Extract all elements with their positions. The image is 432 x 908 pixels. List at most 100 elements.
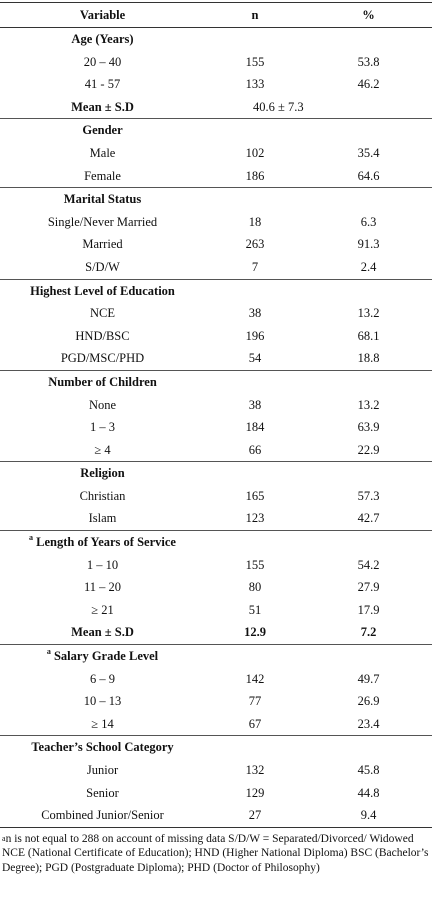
row-n: 142 <box>245 671 265 686</box>
section-title-text: Salary Grade Level <box>53 649 159 664</box>
row-label: 20 – 40 <box>83 54 122 69</box>
row-label: Married <box>82 237 123 252</box>
row-label: Single/Never Married <box>47 214 158 229</box>
section-gender-header: Gender <box>0 118 432 142</box>
table-row: 1 – 10 155 54.2 <box>0 554 432 577</box>
section-education-header: Highest Level of Education <box>0 278 432 303</box>
table-row: Male 102 35.4 <box>0 142 432 165</box>
demographics-table: Variable n % Age (Years) 20 – 40 155 53.… <box>0 2 432 828</box>
row-n: 67 <box>248 716 262 731</box>
row-percent: 53.8 <box>357 54 380 69</box>
row-n: 155 <box>245 557 265 572</box>
row-label: 11 – 20 <box>83 580 122 595</box>
row-label: HND/BSC <box>75 328 130 343</box>
header-n: n <box>205 2 305 28</box>
row-percent: 22.9 <box>357 442 380 457</box>
row-percent: 27.9 <box>357 580 380 595</box>
table-row: Female 186 64.6 <box>0 165 432 188</box>
row-n: 54 <box>248 351 262 366</box>
section-religion-header: Religion <box>0 461 432 485</box>
row-n: 18 <box>248 214 262 229</box>
row-label: Combined Junior/Senior <box>0 804 205 828</box>
table-row: 41 - 57 133 46.2 <box>0 73 432 96</box>
row-label: 10 – 13 <box>83 694 122 709</box>
row-label: None <box>88 397 117 412</box>
footnote-line-1: an is not equal to 288 on account of mis… <box>2 832 430 847</box>
row-n: 77 <box>248 694 262 709</box>
section-age-header: Age (Years) <box>0 28 432 51</box>
section-title: Teacher’s School Category <box>0 735 205 759</box>
section-school-header: Teacher’s School Category <box>0 735 432 759</box>
age-mean-row: Mean ± S.D 40.6 ± 7.3 <box>0 96 432 119</box>
section-children-header: Number of Children <box>0 369 432 394</box>
row-percent: 49.7 <box>357 671 380 686</box>
row-percent: 23.4 <box>357 716 380 731</box>
row-n: 196 <box>245 328 265 343</box>
row-label: ≥ 4 <box>94 442 111 457</box>
table-row: Senior 129 44.8 <box>0 782 432 805</box>
row-label: S/D/W <box>85 259 120 274</box>
section-salary-header: a Salary Grade Level <box>0 644 432 668</box>
row-n: 129 <box>245 785 265 800</box>
footnote-marker: a <box>46 647 51 657</box>
table-row: HND/BSC 196 68.1 <box>0 325 432 348</box>
table-row: Single/Never Married 18 6.3 <box>0 211 432 234</box>
header-percent: % <box>305 2 432 28</box>
table-row: Islam 123 42.7 <box>0 507 432 530</box>
table-row: ≥ 21 51 17.9 <box>0 599 432 622</box>
row-label: PGD/MSC/PHD <box>60 351 145 366</box>
table-footnotes: an is not equal to 288 on account of mis… <box>0 828 432 876</box>
section-title: Gender <box>0 118 205 142</box>
row-label: Female <box>84 168 121 183</box>
row-n: 66 <box>248 442 262 457</box>
section-title: Number of Children <box>0 369 205 394</box>
row-n: 123 <box>245 511 265 526</box>
section-marital-header: Marital Status <box>0 187 432 211</box>
table-row: Junior 132 45.8 <box>0 759 432 782</box>
table-row: 1 – 3 184 63.9 <box>0 416 432 439</box>
row-n: 38 <box>248 397 262 412</box>
row-percent: 17.9 <box>357 602 380 617</box>
row-percent: 46.2 <box>357 77 380 92</box>
mean-label: Mean ± S.D <box>71 625 134 640</box>
row-label: 41 - 57 <box>84 77 121 92</box>
table-row: Christian 165 57.3 <box>0 485 432 508</box>
row-percent: 64.6 <box>357 168 380 183</box>
row-percent: 26.9 <box>357 694 380 709</box>
demographics-table-container: Variable n % Age (Years) 20 – 40 155 53.… <box>0 2 432 876</box>
row-percent: 35.4 <box>357 145 380 160</box>
table-row: NCE 38 13.2 <box>0 302 432 325</box>
row-n: 38 <box>248 306 262 321</box>
row-label: ≥ 14 <box>91 716 114 731</box>
mean-label: Mean ± S.D <box>71 99 134 114</box>
table-header-row: Variable n % <box>0 2 432 28</box>
section-title: Religion <box>0 461 205 485</box>
section-title: Age (Years) <box>71 32 134 46</box>
row-n: 186 <box>245 168 265 183</box>
row-percent: 68.1 <box>357 328 380 343</box>
footnote-marker: a <box>2 833 6 843</box>
row-label: Male <box>89 145 116 160</box>
table-row: Combined Junior/Senior 27 9.4 <box>0 804 432 828</box>
row-n: 51 <box>248 602 262 617</box>
header-variable: Variable <box>0 2 205 28</box>
row-n: 132 <box>245 763 265 777</box>
row-label: 1 – 3 <box>90 420 115 435</box>
row-percent: 57.3 <box>357 488 380 503</box>
row-percent: 63.9 <box>357 420 380 435</box>
row-percent: 42.7 <box>357 511 380 526</box>
row-n: 7 <box>251 259 259 274</box>
table-row: ≥ 14 67 23.4 <box>0 713 432 736</box>
service-mean-row: Mean ± S.D 12.9 7.2 <box>0 621 432 644</box>
row-label: Christian <box>79 488 126 503</box>
row-percent: 18.8 <box>357 351 380 366</box>
table-row: 20 – 40 155 53.8 <box>0 51 432 74</box>
mean-percent: 7.2 <box>360 625 377 640</box>
row-n: 27 <box>205 804 305 828</box>
row-n: 155 <box>245 54 265 69</box>
row-percent: 2.4 <box>360 259 377 274</box>
row-n: 263 <box>245 237 265 252</box>
table-row: PGD/MSC/PHD 54 18.8 <box>0 347 432 370</box>
footnote-marker: a <box>29 533 34 543</box>
footnote-line-2: NCE (National Certificate of Education);… <box>2 847 429 874</box>
